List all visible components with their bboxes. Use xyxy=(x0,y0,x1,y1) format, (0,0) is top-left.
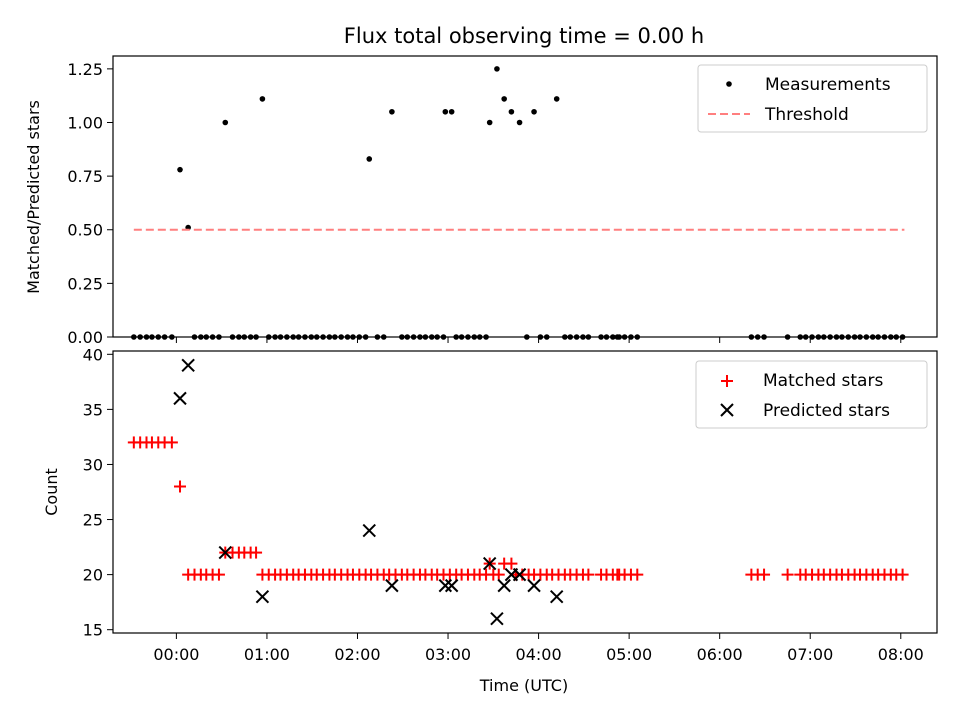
top-ytick-label: 0.75 xyxy=(67,167,103,186)
measurement-point xyxy=(508,108,515,115)
top-panel: Flux total observing time = 0.00 h Match… xyxy=(24,24,938,347)
predicted-star-point xyxy=(497,578,511,593)
bottom-ytick-label: 40 xyxy=(83,345,103,364)
bottom-legend-box xyxy=(695,360,928,429)
top-legend-box xyxy=(697,64,928,133)
bottom-ytick-label: 30 xyxy=(83,455,103,474)
predicted-star-point xyxy=(512,567,527,582)
predicted-star-point xyxy=(444,578,459,593)
bottom-y-ticks: 15 20 25 30 35 40 xyxy=(83,345,113,640)
measurement-point xyxy=(531,108,537,115)
matched-star-point xyxy=(250,546,263,559)
predicted-star-point xyxy=(549,589,564,604)
predicted-star-point xyxy=(181,358,195,373)
bottom-plot-frame xyxy=(112,350,938,634)
bottom-xtick-label: 08:00 xyxy=(878,645,924,664)
bottom-xtick-label: 03:00 xyxy=(425,645,471,664)
predicted-star-point xyxy=(438,578,453,593)
measurement-point xyxy=(442,108,449,115)
top-ytick-label: 0.25 xyxy=(67,274,103,293)
predicted-star-point xyxy=(482,556,497,571)
top-ytick-label: 0.50 xyxy=(67,221,103,240)
legend-threshold-label: Threshold xyxy=(764,105,849,125)
bottom-x-axis-label: Time (UTC) xyxy=(479,676,568,695)
legend-measurements-label: Measurements xyxy=(765,75,891,95)
predicted-star-point xyxy=(490,611,504,626)
bottom-xtick-label: 02:00 xyxy=(334,645,380,664)
legend-predicted-label: Predicted stars xyxy=(763,401,890,421)
top-ytick-label: 0.00 xyxy=(67,328,103,347)
matched-star-point xyxy=(758,568,771,581)
predicted-star-point xyxy=(527,578,541,593)
predicted-star-point xyxy=(173,391,187,406)
measurement-point xyxy=(177,166,183,173)
bottom-legend: Matched stars Predicted stars xyxy=(695,360,928,429)
legend-matched-label: Matched stars xyxy=(763,371,883,391)
chart-title: Flux total observing time = 0.00 h xyxy=(344,24,704,48)
legend-matched-marker xyxy=(721,375,733,387)
predicted-star-point xyxy=(218,545,232,560)
matched-star-point xyxy=(781,568,794,581)
measurement-point xyxy=(366,156,373,162)
legend-predicted-marker xyxy=(720,403,734,417)
predicted-star-point xyxy=(385,578,399,593)
bottom-xtick-label: 01:00 xyxy=(244,645,290,664)
top-plot-frame xyxy=(112,55,938,338)
measurement-point xyxy=(553,96,560,102)
bottom-plot-marks xyxy=(127,358,909,626)
measurement-point xyxy=(448,108,455,115)
top-ytick-label: 1.25 xyxy=(67,60,103,79)
top-y-axis-label: Matched/Predicted stars xyxy=(24,100,43,294)
measurement-point xyxy=(501,96,507,102)
predicted-star-point xyxy=(362,523,376,538)
matched-star-point xyxy=(582,568,595,581)
bottom-x-ticks: 00:00 01:00 02:00 03:00 04:00 05:00 06:00 07:00… xyxy=(153,633,924,664)
matched-star-point xyxy=(631,568,644,581)
bottom-xtick-label: 05:00 xyxy=(606,645,652,664)
measurement-point xyxy=(486,119,493,126)
bottom-xtick-label: 00:00 xyxy=(153,645,199,664)
bottom-ytick-label: 35 xyxy=(83,400,103,419)
top-x-ticks xyxy=(175,337,902,343)
matched-star-point xyxy=(896,568,909,581)
matched-star-point xyxy=(174,480,187,493)
matched-star-point xyxy=(212,568,225,581)
top-legend: Measurements Threshold xyxy=(697,64,928,133)
bottom-y-axis-label: Count xyxy=(42,468,61,516)
predicted-star-point xyxy=(255,589,270,604)
measurement-point xyxy=(259,96,266,102)
matched-star-point xyxy=(505,557,518,570)
measurement-point xyxy=(222,119,229,126)
bottom-panel: Count Time (UTC) 15 20 25 30 35 40 00:00 01:00… xyxy=(42,345,938,695)
bottom-ytick-label: 20 xyxy=(83,566,103,585)
legend-measurements-marker xyxy=(726,81,732,87)
measurement-point xyxy=(494,66,500,72)
matched-star-point xyxy=(492,568,505,581)
bottom-xtick-label: 04:00 xyxy=(516,645,562,664)
bottom-ytick-label: 25 xyxy=(83,511,103,530)
top-ytick-label: 1.00 xyxy=(67,113,103,132)
top-y-ticks: 0.00 0.25 0.50 0.75 1.00 1.25 xyxy=(67,60,113,347)
bottom-ytick-label: 15 xyxy=(83,621,103,640)
bottom-xtick-label: 06:00 xyxy=(697,645,743,664)
bottom-xtick-label: 07:00 xyxy=(787,645,833,664)
measurement-point xyxy=(516,119,523,126)
measurement-point xyxy=(389,108,395,115)
matched-star-point xyxy=(165,436,178,449)
